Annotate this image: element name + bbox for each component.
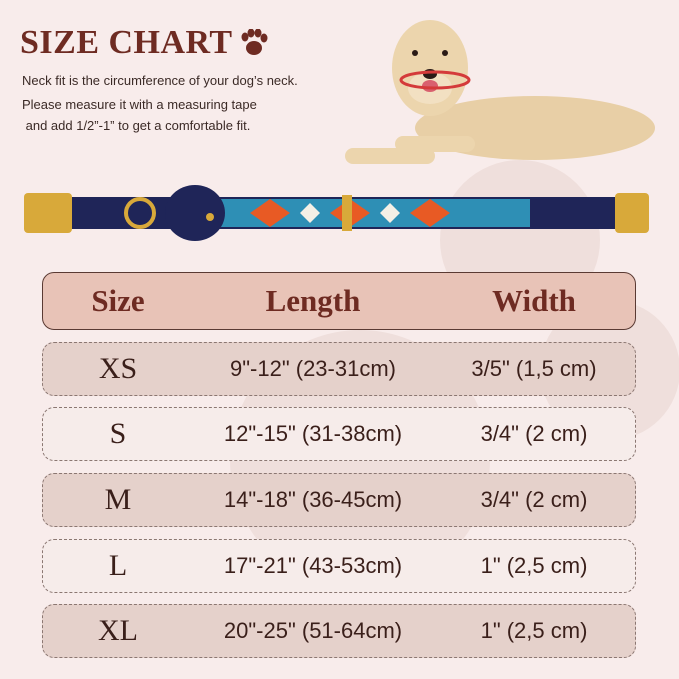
header-size: Size (91, 283, 145, 318)
length-cell: 14"-18" (36-45cm) (223, 487, 403, 512)
table-row: XS 9"-12" (23-31cm) 3/5" (1,5 cm) (42, 342, 636, 396)
width-cell: 3/5" (1,5 cm) (471, 356, 597, 381)
description-line: Please measure it with a measuring tape (22, 97, 257, 112)
description-line: Neck fit is the circumference of your do… (22, 73, 298, 88)
header-width: Width (492, 283, 576, 318)
dog-image (345, 20, 655, 164)
page-title: SIZE CHART (20, 24, 269, 62)
title-text: SIZE CHART (20, 24, 233, 61)
size-cell: S (109, 417, 127, 450)
size-cell: M (104, 483, 132, 516)
width-cell: 1" (2,5 cm) (480, 618, 588, 643)
length-cell: 20"-25" (51-64cm) (223, 618, 403, 643)
table-row: M 14"-18" (36-45cm) 3/4" (2 cm) (42, 473, 636, 527)
table-header: Size Length Width (42, 272, 636, 330)
size-cell: XL (98, 614, 138, 647)
width-cell: 1" (2,5 cm) (480, 553, 588, 578)
width-cell: 3/4" (2 cm) (480, 421, 588, 446)
table-row: S 12"-15" (31-38cm) 3/4" (2 cm) (42, 407, 636, 461)
width-cell: 3/4" (2 cm) (480, 487, 588, 512)
header-length: Length (265, 283, 361, 318)
collar-image (24, 185, 649, 241)
paw-icon (241, 29, 268, 55)
table-row: XL 20"-25" (51-64cm) 1" (2,5 cm) (42, 604, 636, 658)
length-cell: 17"-21" (43-53cm) (223, 553, 403, 578)
length-cell: 12"-15" (31-38cm) (223, 421, 403, 446)
length-cell: 9"-12" (23-31cm) (229, 356, 396, 381)
size-cell: XS (98, 352, 138, 385)
size-cell: L (108, 549, 128, 582)
table-row: L 17"-21" (43-53cm) 1" (2,5 cm) (42, 539, 636, 593)
description-line: and add 1/2”-1” to get a comfortable fit… (22, 118, 251, 133)
